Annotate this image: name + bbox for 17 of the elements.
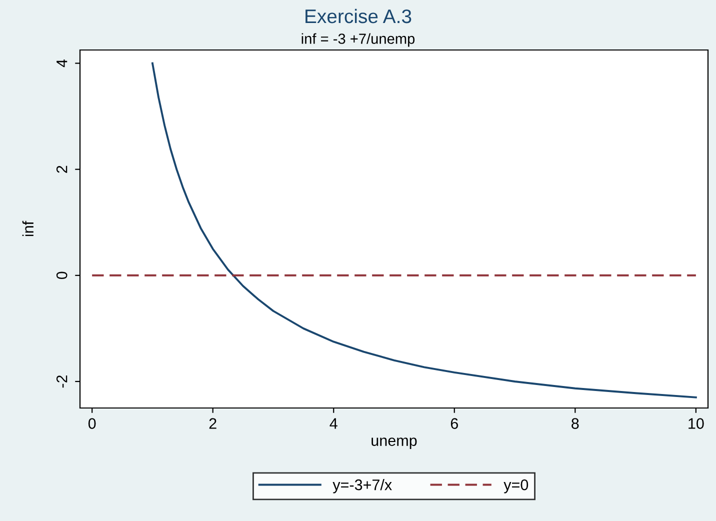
x-tick-label: 10 <box>688 418 704 429</box>
y-axis-title: inf <box>22 220 34 236</box>
y-tick-label: 2 <box>56 166 68 173</box>
x-tick-label: 8 <box>572 418 579 429</box>
legend-label: y=0 <box>504 479 528 494</box>
y-tick-label: -2 <box>56 375 68 388</box>
y-tick-label: 0 <box>56 272 68 280</box>
line-series <box>151 62 697 398</box>
chart-subtitle: inf = -3 +7/unemp <box>302 33 415 47</box>
chart-title: Exercise A.3 <box>306 8 412 24</box>
legend-label: y=-3+7/x <box>332 479 392 494</box>
x-axis-title: unemp <box>372 438 417 449</box>
y-tick-label: 4 <box>56 59 68 68</box>
x-tick-label: 2 <box>209 418 216 429</box>
x-tick-label: 0 <box>88 418 96 429</box>
x-tick-label: 6 <box>450 418 458 429</box>
x-tick-label: 4 <box>330 418 338 429</box>
